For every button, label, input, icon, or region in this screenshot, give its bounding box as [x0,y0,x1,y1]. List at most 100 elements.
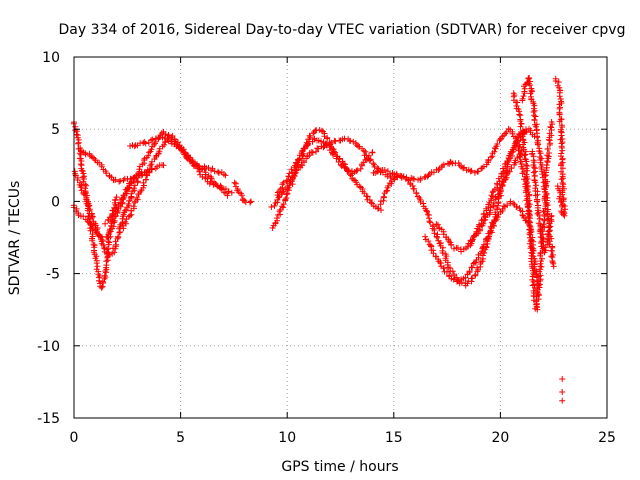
y-tick-label: 10 [42,50,60,66]
data-point [330,151,336,158]
y-tick-label: 0 [51,194,60,210]
data-point [411,185,418,192]
data-point [475,168,482,175]
data-point [537,150,544,157]
data-point [125,200,132,207]
data-point [131,143,138,150]
x-tick-label: 5 [176,430,185,446]
data-point [225,188,232,195]
data-point [206,180,213,187]
data-point [271,202,278,209]
data-point [514,137,521,144]
x-tick-label: 10 [278,430,296,446]
data-point [506,168,513,175]
grid-lines [74,57,607,418]
data-point [361,190,368,197]
data-point [306,132,313,139]
plot-frame [73,56,608,419]
data-point [366,152,372,159]
data-point [521,152,528,159]
data-point [130,203,137,210]
data-point [450,276,457,283]
data-point [96,277,103,284]
data-point [543,201,550,208]
data-point [369,149,376,156]
data-point [519,95,526,102]
data-point [75,139,82,146]
data-point [248,198,254,205]
data-point [102,274,109,281]
data-point [426,218,433,225]
data-point [517,123,524,130]
data-point [417,175,424,182]
data-point [549,259,556,266]
data-point [513,203,520,210]
data-point [375,168,381,175]
data-point [98,284,105,291]
data-points [70,75,569,404]
data-point [378,207,384,214]
data-point [467,168,474,175]
data-point [557,199,564,206]
data-point [535,282,542,289]
data-point [550,263,557,270]
data-point [94,263,101,270]
data-point [503,129,510,135]
data-point [533,182,540,189]
data-point [531,281,538,288]
data-point [439,250,446,256]
y-tick-label: -5 [46,267,60,283]
data-point [533,293,540,300]
data-point [283,191,290,198]
data-point [547,223,554,230]
x-axis-label: GPS time / hours [281,459,398,475]
data-point [238,192,245,199]
data-point [546,150,553,156]
data-point [315,145,322,152]
data-point [100,242,107,248]
data-point [381,167,388,173]
data-point [431,230,438,237]
data-point [125,185,132,192]
data-point [476,226,483,233]
data-point [504,157,511,164]
data-point [152,165,159,172]
data-point [469,236,476,243]
data-point [409,182,416,189]
data-point [510,144,517,151]
data-point [534,198,541,205]
data-point [117,177,124,184]
data-point [444,268,450,275]
data-point [556,118,563,125]
data-point [103,258,110,265]
data-point [449,268,456,275]
axis-ticks [73,56,608,419]
data-point [531,102,538,109]
data-point [500,203,507,210]
data-point [400,173,407,180]
data-point [504,202,511,209]
data-point [89,154,96,161]
y-tick-label: -15 [37,411,60,427]
data-point [559,203,566,210]
data-point [116,178,123,185]
data-point [383,188,390,195]
data-point [540,174,546,181]
data-point [115,233,121,240]
data-point [546,130,553,137]
data-point [131,182,138,189]
data-point [532,179,539,186]
data-point [494,141,501,147]
data-point [540,221,547,228]
data-point [481,210,488,217]
data-point [462,274,469,281]
data-point [468,167,475,174]
data-point [195,163,202,169]
data-point [549,247,556,254]
data-point [544,194,551,201]
data-point [552,78,559,84]
data-point [526,197,533,204]
data-point [559,147,566,154]
data-point [123,206,130,213]
